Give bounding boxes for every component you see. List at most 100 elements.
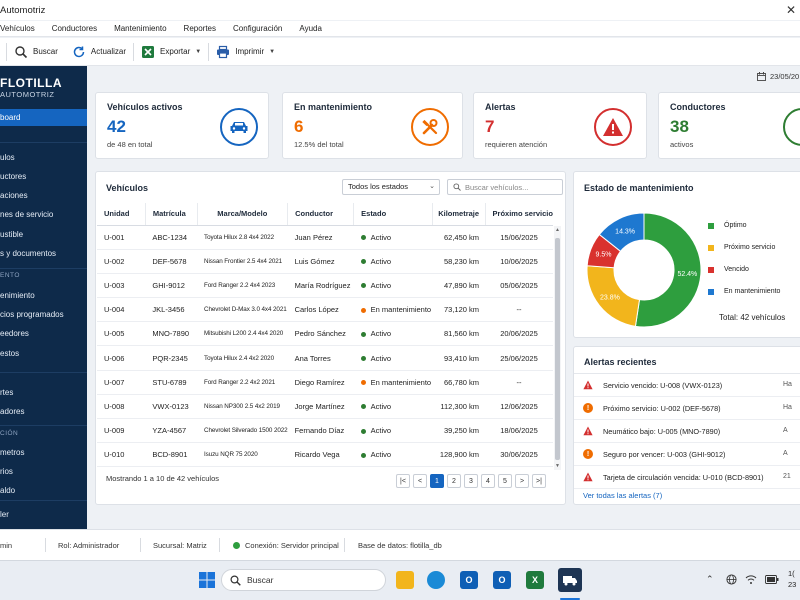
status-filter-select[interactable]: Todos los estados ⌄ [342, 179, 440, 195]
table-row[interactable]: U-006 PQR-2345 Toyota Hilux 2.4 4x2 2020 An… [97, 345, 553, 371]
edge-icon[interactable] [427, 571, 445, 589]
sidebar-item-usuarios[interactable]: rios [0, 467, 13, 476]
export-button[interactable]: Exportar ▼ [134, 41, 208, 63]
kpi-subtitle: activos [670, 140, 694, 149]
sidebar-item-mantenimiento[interactable]: enimiento [0, 291, 35, 300]
cell-kilometraje: 66,780 km [432, 370, 486, 395]
error-icon [583, 426, 593, 436]
sidebar-item-vehiculos[interactable]: ulos [0, 153, 15, 162]
scroll-up-icon[interactable]: ▲ [555, 227, 560, 233]
panel-divider [574, 373, 800, 374]
column-header-estado[interactable]: Estado [353, 203, 433, 226]
page-last-button[interactable]: >| [532, 474, 546, 488]
page-first-button[interactable]: |< [396, 474, 410, 488]
status-dot-icon [360, 452, 366, 458]
column-header-kilometraje[interactable]: Kilometraje [432, 203, 486, 226]
cell-modelo: Ford Ranger 2.2 4x4 2023 [197, 273, 288, 299]
page-button[interactable]: 5 [498, 474, 512, 488]
donut-slice[interactable] [598, 212, 645, 253]
menu-ayuda[interactable]: Ayuda [299, 24, 322, 33]
table-scrollbar[interactable]: ▲ ▼ [554, 226, 561, 470]
scroll-down-icon[interactable]: ▼ [555, 463, 560, 469]
list-item[interactable]: Servicio vencido: U-008 (VWX-0123) Ha [574, 374, 800, 397]
wifi-icon[interactable] [745, 574, 757, 585]
table-row[interactable]: U-001 ABC-1234 Toyota Hilux 2.8 4x4 2022 Ju… [97, 225, 553, 250]
table-row[interactable]: U-003 GHI-9012 Ford Ranger 2.2 4x4 2023 Mar… [97, 273, 553, 299]
table-row[interactable]: U-010 BCD-8901 Isuzu NQR 75 2020 Ricardo Ve… [97, 442, 553, 468]
sidebar-item-documentos[interactable]: s y documentos [0, 249, 57, 258]
list-item[interactable]: ! Próximo servicio: U-002 (DEF-5678) Ha [574, 397, 800, 420]
menu-reportes[interactable]: Reportes [183, 24, 217, 33]
outlook-icon[interactable]: O [460, 571, 478, 589]
fleet-app-icon[interactable] [558, 568, 582, 592]
status-divider [45, 538, 46, 552]
menu-vehiculos[interactable]: Vehículos [0, 24, 35, 33]
cell-estado: Activo [353, 321, 433, 347]
file-explorer-icon[interactable] [396, 571, 414, 589]
table-row[interactable]: U-002 DEF-5678 Nissan Frontier 2.5 4x4 202… [97, 249, 553, 274]
search-button-label: Buscar [33, 47, 58, 56]
battery-icon[interactable] [765, 574, 779, 585]
sidebar-item-servicios[interactable]: cios programados [0, 310, 64, 319]
column-header-proximo-servicio[interactable]: Próximo servicio [485, 203, 553, 226]
view-all-alerts-link[interactable]: Ver todas las alertas (7) [583, 491, 663, 500]
donut-slice[interactable] [634, 212, 702, 328]
sidebar-item-combustible[interactable]: ustible [0, 230, 24, 239]
menu-mantenimiento[interactable]: Mantenimiento [114, 24, 167, 33]
list-item[interactable]: ! Seguro por vencer: U-003 (GHI-9012) A [574, 443, 800, 466]
cell-modelo: Mitsubishi L200 2.4 4x4 2020 [197, 321, 288, 347]
windows-start-icon[interactable] [199, 572, 215, 588]
menu-conductores[interactable]: Conductores [51, 24, 98, 33]
table-row[interactable]: U-005 MNO-7890 Mitsubishi L200 2.4 4x4 202… [97, 321, 553, 347]
scrollbar-thumb[interactable] [555, 238, 560, 460]
sidebar-item-ordenes[interactable]: nes de servicio [0, 210, 54, 219]
excel-icon[interactable]: X [526, 571, 544, 589]
vehicle-search-input[interactable] [465, 182, 560, 192]
column-header-unidad[interactable]: Unidad [97, 203, 146, 226]
menu-configuracion[interactable]: Configuración [233, 24, 283, 33]
page-next-button[interactable]: > [515, 474, 529, 488]
table-row[interactable]: U-008 VWX-0123 Nissan NP300 2.5 4x2 2019 Jo… [97, 394, 553, 420]
cell-estado: Activo [353, 418, 433, 444]
column-header-matricula[interactable]: Matrícula [145, 203, 198, 226]
page-prev-button[interactable]: < [413, 474, 427, 488]
outlook-calendar-icon[interactable]: O [493, 571, 511, 589]
sidebar-item-presupuestos[interactable]: estos [0, 349, 20, 358]
table-row[interactable]: U-009 YZA-4567 Chevrolet Silverado 1500 20… [97, 418, 553, 444]
refresh-button[interactable]: Actualizar [65, 41, 133, 63]
globe-icon[interactable] [726, 574, 737, 585]
column-header-modelo[interactable]: Marca/Modelo [197, 203, 289, 226]
search-button[interactable]: Buscar [7, 41, 65, 63]
page-button[interactable]: 1 [430, 474, 444, 488]
column-header-conductor[interactable]: Conductor [287, 203, 355, 226]
sidebar-item-conductores[interactable]: uctores [0, 172, 27, 181]
close-icon[interactable]: ✕ [786, 3, 797, 17]
page-button[interactable]: 4 [481, 474, 495, 488]
table-row[interactable]: U-007 STU-6789 Ford Ranger 2.2 4x2 2021 Die… [97, 370, 553, 395]
chevron-down-icon: ▼ [195, 48, 202, 55]
cell-kilometraje: 81,560 km [432, 321, 486, 347]
sidebar-item-indicadores[interactable]: adores [0, 407, 25, 416]
list-item[interactable]: Neumático bajo: U-005 (MNO-7890) A [574, 420, 800, 443]
taskbar-clock[interactable]: 1( 23 [788, 568, 796, 590]
status-filter-value: Todos los estados [348, 182, 409, 191]
page-button[interactable]: 3 [464, 474, 478, 488]
print-button[interactable]: Imprimir ▼ [209, 41, 282, 63]
list-item[interactable]: Tarjeta de circulación vencida: U-010 (B… [574, 466, 800, 489]
sidebar-item-parametros[interactable]: metros [0, 448, 25, 457]
sidebar-item-reportes[interactable]: rtes [0, 388, 14, 397]
sidebar-item-respaldo[interactable]: aldo [0, 486, 16, 495]
page-button[interactable]: 2 [447, 474, 461, 488]
vehicles-panel: Vehículos Todos los estados ⌄ Unidad Mat… [95, 171, 566, 505]
sidebar-item-proveedores[interactable]: eedores [0, 329, 29, 338]
table-row[interactable]: U-004 JKL-3456 Chevrolet D-Max 3.0 4x4 202… [97, 297, 553, 323]
taskbar-search[interactable]: Buscar [221, 569, 386, 591]
chevron-up-icon[interactable]: ⌃ [706, 574, 714, 584]
search-icon [230, 574, 241, 586]
sidebar-item-bottom[interactable]: ler [0, 510, 9, 519]
sidebar-item-asignaciones[interactable]: aciones [0, 191, 28, 200]
sidebar-item-dashboard[interactable]: board [0, 109, 87, 126]
refresh-button-label: Actualizar [90, 47, 127, 56]
cell-matricula: STU-6789 [145, 370, 198, 395]
cell-conductor: Luis Gómez [287, 249, 354, 274]
